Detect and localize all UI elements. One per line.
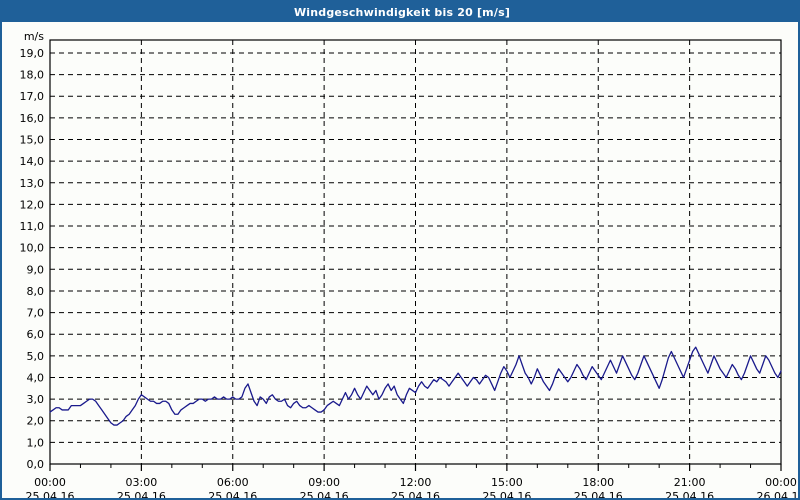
chart-plot-svg: 0,0 1,0 2,0 3,0 4,0 5,0 6,0 7,0 8,0 9,0 10,0 11,0 12…	[20, 30, 799, 498]
x-axis-date-label: 25.04.16	[574, 490, 623, 498]
y-axis-tick-label: 15,0	[20, 134, 45, 147]
y-axis-tick-label: 10,0	[20, 242, 45, 255]
y-axis-tick-label: 7,0	[27, 307, 45, 320]
y-axis-tick-label: 4,0	[27, 371, 45, 384]
x-axis-time-label: 18:00	[582, 476, 614, 489]
x-axis-time-label: 12:00	[400, 476, 432, 489]
window-title: Windgeschwindigkeit bis 20 [m/s]	[293, 5, 511, 19]
x-axis-date-label: 25.04.16	[208, 490, 257, 498]
y-axis-tick-label: 12,0	[20, 198, 45, 211]
y-axis-tick-label: 13,0	[20, 177, 45, 190]
y-axis-tick-label: 16,0	[20, 112, 45, 125]
y-axis-tick-label: 19,0	[20, 47, 45, 60]
x-axis-time-label: 00:00	[34, 476, 66, 489]
y-axis-tick-label: 8,0	[27, 285, 45, 298]
y-axis-tick-label: 6,0	[27, 328, 45, 341]
x-axis-time-label: 09:00	[308, 476, 340, 489]
y-axis-tick-label: 14,0	[20, 155, 45, 168]
y-axis-tick-label: 5,0	[27, 350, 45, 363]
x-axis-date-label: 25.04.16	[117, 490, 166, 498]
x-axis-time-label: 15:00	[491, 476, 523, 489]
y-axis-tick-label: 3,0	[27, 393, 45, 406]
x-axis-date-label: 25.04.16	[391, 490, 440, 498]
x-axis-time-label: 00:00	[765, 476, 797, 489]
y-axis-tick-label: 1,0	[27, 436, 45, 449]
x-axis-date-label: 25.04.16	[665, 490, 714, 498]
x-axis-date-label: 25.04.16	[300, 490, 349, 498]
y-axis-tick-label: 11,0	[20, 220, 45, 233]
window-title-bar: Windgeschwindigkeit bis 20 [m/s]	[2, 2, 798, 22]
chart-canvas: 0,0 1,0 2,0 3,0 4,0 5,0 6,0 7,0 8,0 9,0 10,0 11,0 12…	[2, 22, 798, 498]
x-axis-time-label: 06:00	[217, 476, 249, 489]
x-axis-date-label: 26.04.16	[757, 490, 798, 498]
y-axis-tick-label: 0,0	[27, 458, 45, 471]
x-axis-time-label: 03:00	[126, 476, 158, 489]
x-axis-time-label: 21:00	[674, 476, 706, 489]
y-axis-unit-label: m/s	[24, 30, 44, 43]
x-axis-date-label: 25.04.16	[482, 490, 531, 498]
y-axis-tick-label: 18,0	[20, 69, 45, 82]
y-axis-tick-label: 17,0	[20, 90, 45, 103]
y-axis-tick-label: 9,0	[27, 263, 45, 276]
data-series-line	[49, 346, 782, 426]
x-axis-date-label: 25.04.16	[26, 490, 75, 498]
y-axis-tick-label: 2,0	[27, 415, 45, 428]
